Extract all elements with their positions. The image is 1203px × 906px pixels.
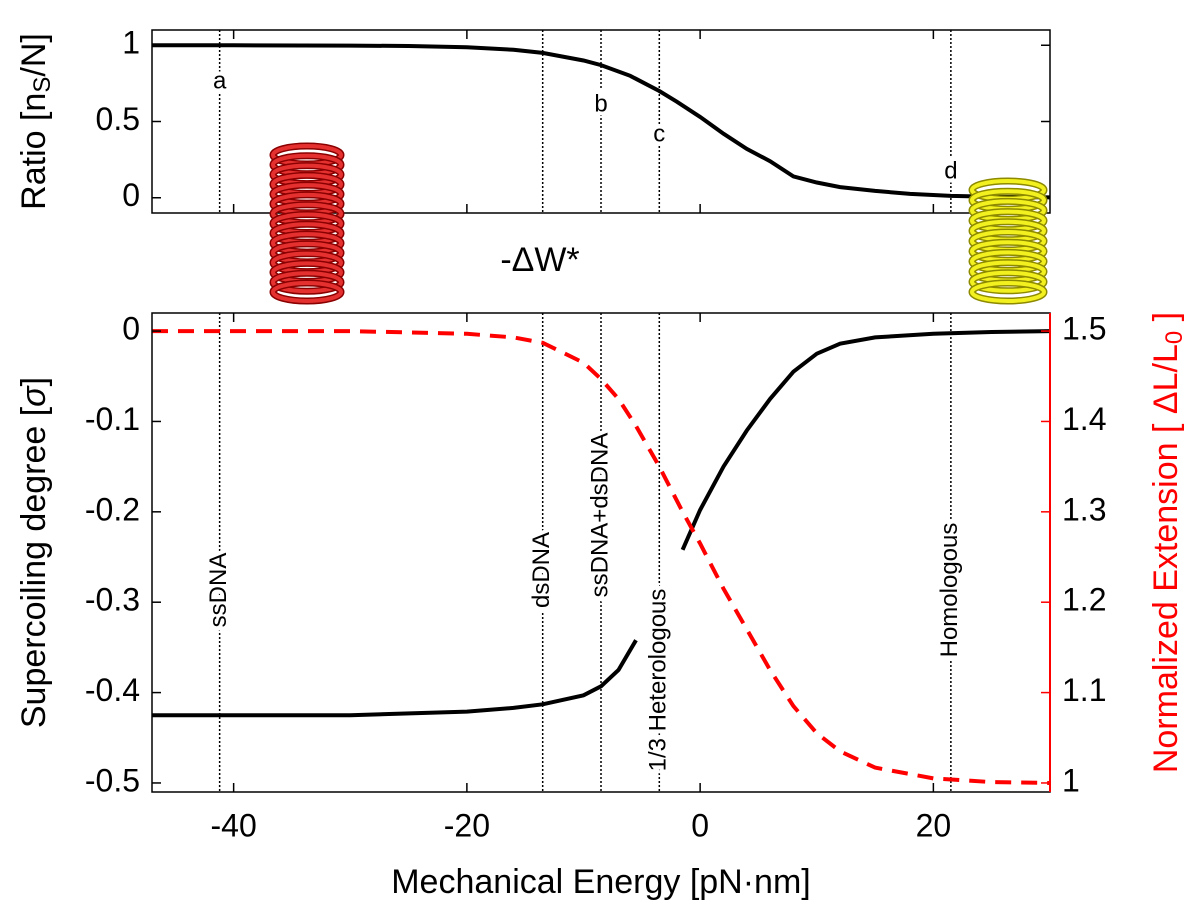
y2-tick-label: 1.1	[1062, 672, 1106, 708]
annotation-label: ssDNA+dsDNA	[586, 433, 613, 598]
axis-label-part: Normalized Extension [ ΔL/L	[1147, 344, 1185, 773]
y-tick-label: -0.5	[85, 762, 140, 798]
axis-label-part: Ratio [n	[15, 93, 53, 210]
y-tick-label: -0.2	[85, 491, 140, 527]
coil-turn	[271, 271, 343, 294]
axis-label-part: ]	[1147, 312, 1185, 331]
axis-label-part: σ	[15, 385, 53, 407]
y-tick-label: 0	[122, 311, 140, 347]
y-tick-label: 1	[122, 25, 140, 61]
y2-tick-label: 1.4	[1062, 401, 1106, 437]
annotation-label: c	[653, 120, 665, 147]
axis-label-part: Supercoiling degree [	[15, 406, 53, 728]
y2-tick-label: 1.5	[1062, 311, 1106, 347]
axis-label: Ratio [nS/N]	[15, 33, 56, 210]
axis-label: Supercoiling degree [σ]	[15, 377, 53, 728]
x-axis-label: Mechanical Energy [pN·nm]	[391, 863, 811, 901]
coil-turn	[271, 281, 343, 303]
x-tick-label: -20	[444, 807, 490, 843]
annotation-label: 1/3 Heterologous	[645, 589, 672, 772]
y2-tick-label: 1.2	[1062, 582, 1106, 618]
x-tick-label: -40	[211, 807, 257, 843]
y2-tick-label: 1.3	[1062, 491, 1106, 527]
x-tick-label: 0	[691, 807, 709, 843]
axis-label-part: /N]	[15, 33, 53, 76]
annotation-label: Homologous	[936, 523, 963, 658]
y-tick-label: -0.3	[85, 582, 140, 618]
annotation-label: dsDNA	[528, 532, 555, 608]
annotation-label: d	[944, 157, 957, 184]
coil-turn	[970, 281, 1046, 303]
annotation-label: ssDNA	[205, 553, 232, 628]
axis-label: Normalized Extension [ ΔL/L0 ]	[1147, 312, 1188, 773]
axis-label-part: ]	[15, 377, 53, 386]
series-line	[152, 329, 1051, 718]
coil-turn	[970, 270, 1046, 293]
axis-label-part: S	[29, 77, 56, 93]
coil-illustrations	[269, 142, 1048, 305]
y2-tick-label: 1	[1062, 762, 1080, 798]
annotation-label: b	[594, 90, 607, 117]
series-line	[152, 43, 1051, 200]
series-line	[152, 329, 1051, 785]
y-tick-label: 0.5	[96, 101, 140, 137]
axis-label-part: 0	[1161, 331, 1188, 344]
y-tick-label: -0.1	[85, 401, 140, 437]
x-annotation: -ΔW*	[500, 241, 579, 279]
x-tick-label: 20	[916, 807, 952, 843]
y-tick-label: -0.4	[85, 672, 140, 708]
y-tick-label: 0	[122, 177, 140, 213]
annotation-label: a	[213, 67, 227, 94]
